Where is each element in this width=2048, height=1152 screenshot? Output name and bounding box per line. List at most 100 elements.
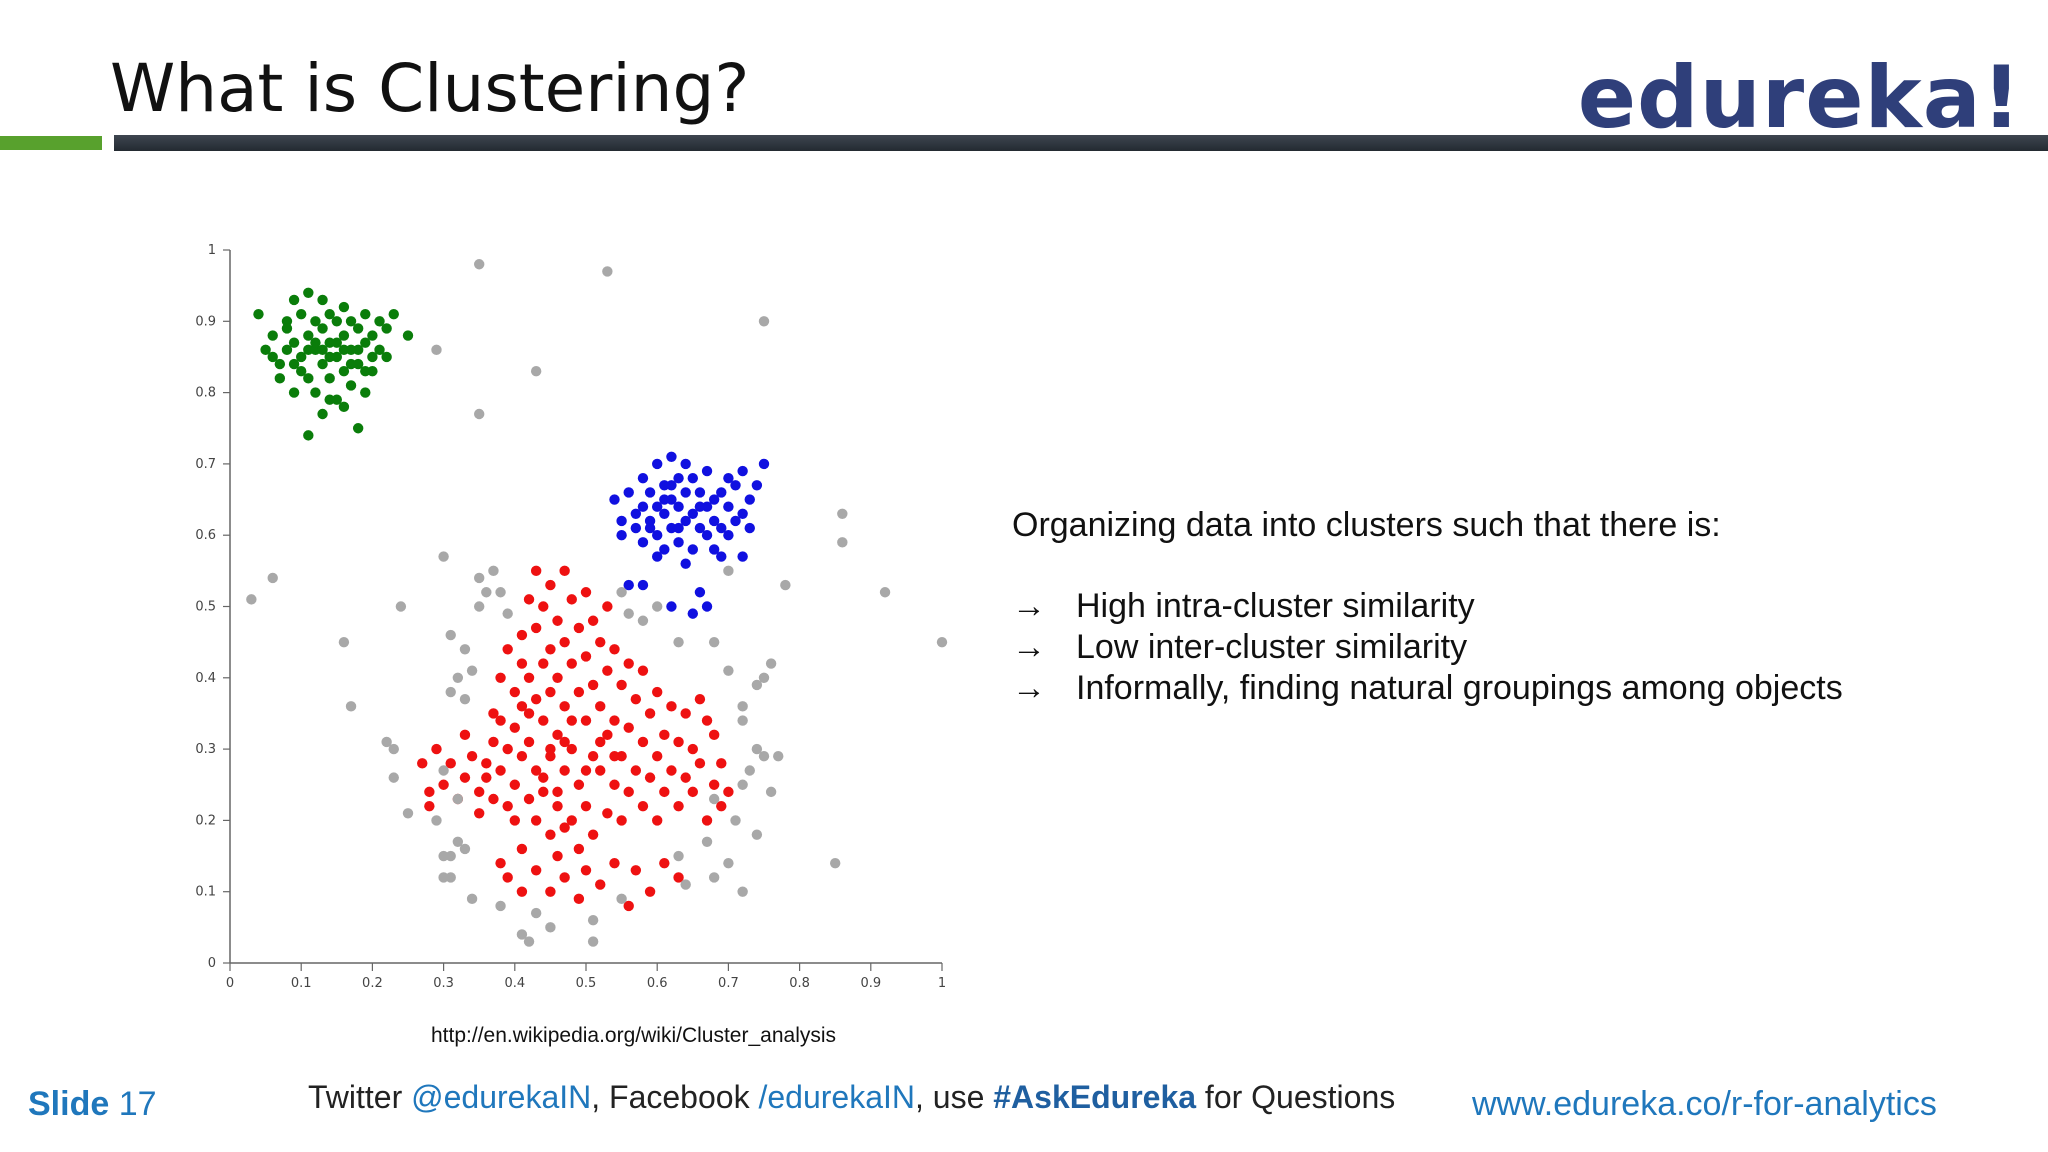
- arrow-icon: →: [1012, 628, 1046, 666]
- data-point: [495, 900, 506, 912]
- data-point: [267, 572, 278, 584]
- data-point: [545, 829, 556, 840]
- data-point: [652, 458, 663, 470]
- data-point: [452, 672, 464, 683]
- data-point: [616, 530, 627, 541]
- data-point: [530, 565, 542, 577]
- data-point: [324, 394, 335, 405]
- data-point: [288, 358, 300, 370]
- data-point: [673, 872, 684, 883]
- data-point: [310, 344, 321, 356]
- data-point: [644, 772, 656, 783]
- data-point: [352, 358, 364, 370]
- data-point: [502, 608, 513, 619]
- data-point: [559, 701, 570, 712]
- data-point: [296, 308, 307, 320]
- data-point: [602, 601, 613, 612]
- data-point: [644, 886, 656, 897]
- data-point: [673, 501, 684, 512]
- data-point: [552, 850, 563, 862]
- data-point: [680, 772, 691, 783]
- website-link[interactable]: www.edureka.co/r-for-analytics: [1472, 1085, 1937, 1123]
- bullet-item: → Informally, finding natural groupings a…: [1012, 668, 1843, 709]
- data-point: [424, 786, 435, 798]
- data-point: [274, 358, 286, 370]
- data-point: [580, 587, 592, 598]
- data-point: [587, 615, 599, 626]
- data-point: [474, 601, 485, 612]
- data-point: [616, 893, 627, 905]
- data-point: [687, 544, 698, 555]
- data-point: [573, 779, 585, 790]
- data-point: [516, 886, 528, 897]
- data-point: [623, 658, 634, 669]
- data-point: [623, 579, 634, 591]
- data-point: [659, 494, 670, 505]
- data-point: [381, 736, 392, 748]
- data-point: [637, 472, 649, 484]
- bullet-item: → High intra-cluster similarity: [1012, 586, 1843, 627]
- data-point: [530, 622, 542, 634]
- data-point: [609, 494, 620, 505]
- data-point: [616, 587, 627, 598]
- bullet-item: → Low inter-cluster similarity: [1012, 627, 1843, 668]
- data-point: [680, 879, 691, 890]
- twitter-handle-link[interactable]: @edurekaIN: [411, 1079, 592, 1115]
- data-point: [566, 715, 577, 726]
- data-point: [587, 751, 599, 762]
- y-tick-label: 0.5: [195, 600, 216, 615]
- data-point: [530, 693, 542, 705]
- data-point: [345, 358, 357, 370]
- data-point: [616, 751, 627, 762]
- source-link[interactable]: http://en.wikipedia.org/wiki/Cluster_ana…: [431, 1024, 837, 1047]
- x-tick-label: 0.2: [362, 976, 383, 991]
- arrow-icon: →: [1012, 587, 1046, 625]
- data-point: [495, 715, 506, 726]
- data-point: [630, 865, 642, 876]
- data-point: [281, 344, 293, 356]
- data-point: [609, 751, 620, 762]
- data-point: [502, 644, 513, 655]
- data-point: [345, 701, 357, 712]
- data-point: [516, 658, 528, 669]
- data-point: [538, 601, 549, 612]
- data-point: [530, 765, 542, 776]
- y-tick-label: 0.3: [195, 742, 216, 757]
- data-point: [751, 743, 763, 755]
- data-point: [879, 587, 891, 598]
- facebook-handle-link[interactable]: /edurekaIN: [758, 1079, 915, 1115]
- data-point: [708, 729, 720, 741]
- data-point: [466, 893, 478, 905]
- data-point: [559, 765, 570, 776]
- data-point: [331, 351, 342, 363]
- data-point: [716, 800, 727, 812]
- data-point: [345, 344, 357, 356]
- data-point: [687, 786, 698, 798]
- data-point: [502, 872, 513, 883]
- data-point: [545, 922, 556, 933]
- bullet-text: Low inter-cluster similarity: [1076, 628, 1468, 666]
- x-tick-label: 0.4: [504, 976, 525, 991]
- hashtag-link[interactable]: #AskEdureka: [993, 1079, 1197, 1115]
- data-point: [388, 772, 399, 783]
- data-point: [303, 344, 314, 356]
- data-point: [310, 316, 321, 327]
- data-point: [338, 330, 350, 341]
- data-point: [730, 480, 741, 491]
- data-point: [723, 665, 734, 676]
- data-point: [317, 408, 328, 420]
- data-point: [438, 872, 449, 883]
- data-point: [708, 872, 720, 883]
- data-point: [652, 686, 663, 698]
- data-point: [474, 259, 485, 270]
- data-point: [652, 601, 663, 612]
- data-point: [381, 351, 392, 363]
- data-point: [559, 872, 570, 883]
- data-point: [708, 515, 720, 527]
- data-point: [431, 815, 442, 826]
- x-tick-label: 0: [226, 976, 234, 991]
- data-point: [595, 736, 606, 748]
- data-point: [602, 808, 613, 819]
- data-point: [666, 494, 677, 505]
- data-point: [538, 786, 549, 798]
